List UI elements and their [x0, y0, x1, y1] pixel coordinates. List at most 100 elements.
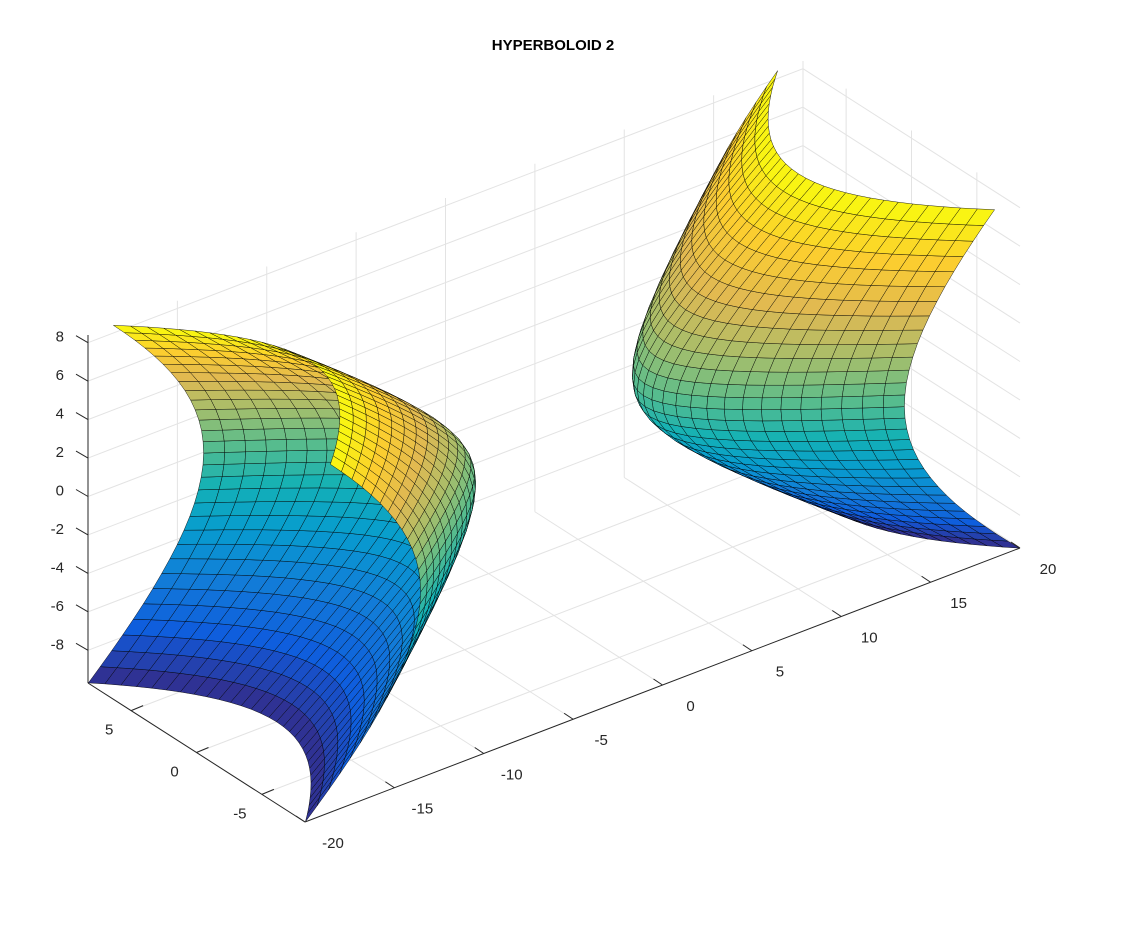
- x-tick-label: 20: [1040, 561, 1057, 578]
- surface-patch: [823, 430, 849, 442]
- surface-patch: [690, 394, 709, 409]
- surface-patch: [675, 405, 693, 419]
- surface-patch: [330, 455, 345, 473]
- surface-patch: [800, 408, 823, 421]
- surface-patch: [862, 383, 886, 397]
- surface-patch: [842, 419, 866, 431]
- surface-patch: [742, 384, 766, 399]
- z-tick: [75, 450, 89, 459]
- surface-patch: [222, 429, 246, 442]
- surface-patch: [862, 418, 887, 431]
- surface-patch: [198, 476, 223, 491]
- chart-title: HYPERBOLOID 2: [492, 37, 615, 54]
- surface-patch: [265, 450, 288, 464]
- surface-patch: [841, 407, 864, 421]
- surface-patch: [883, 382, 907, 396]
- surface-patch: [244, 451, 267, 464]
- surface-patch: [885, 428, 910, 441]
- surface-patch: [867, 439, 894, 451]
- surface-patch: [218, 475, 244, 490]
- surface-patch: [706, 396, 726, 410]
- surface-patch: [286, 438, 308, 452]
- surface-patch: [781, 384, 804, 398]
- surface-patch: [887, 356, 914, 371]
- z-tick-label: 4: [56, 406, 64, 423]
- y-tick-label: -5: [233, 805, 246, 822]
- y-tick: [196, 747, 209, 753]
- surface-patch: [841, 383, 865, 397]
- grid-line: [261, 519, 978, 795]
- surface-patch: [800, 396, 822, 410]
- surface-patch: [304, 427, 327, 440]
- x-tick-label: -15: [412, 801, 434, 818]
- surface-patch: [279, 474, 305, 489]
- z-tick: [75, 412, 89, 421]
- x-tick-label: -20: [322, 835, 344, 852]
- surface-patch: [885, 369, 910, 384]
- surface-patch: [265, 439, 288, 452]
- x-tick: [831, 610, 842, 617]
- surface-patch: [263, 428, 287, 441]
- surface-patch: [823, 371, 848, 386]
- surface-patch: [259, 474, 285, 489]
- z-tick: [75, 642, 89, 651]
- surface-patch: [221, 463, 246, 477]
- surface-patch: [200, 464, 225, 478]
- surface-patch: [260, 418, 285, 430]
- surface-patch: [820, 396, 843, 410]
- surface-patch: [725, 420, 747, 432]
- surface-patch: [843, 370, 868, 385]
- surface-patch: [883, 417, 908, 430]
- z-tick: [75, 565, 89, 574]
- surface-patch: [690, 406, 709, 420]
- surface-patch: [198, 419, 223, 431]
- surface-patch: [784, 431, 809, 442]
- y-tick-label: 5: [105, 722, 113, 739]
- surface-patch: [194, 409, 221, 421]
- surface-patch: [888, 439, 914, 451]
- surface-patch: [280, 417, 305, 429]
- surface-patch: [780, 409, 802, 422]
- x-tick: [385, 781, 395, 789]
- surface-patch: [803, 430, 829, 442]
- surface-patch: [202, 440, 225, 454]
- x-tick: [742, 644, 753, 652]
- surface-patch: [306, 438, 328, 451]
- y-tick: [130, 705, 144, 712]
- surface-patch: [761, 397, 782, 410]
- x-tick-label: 15: [950, 595, 967, 612]
- z-tick: [75, 527, 89, 536]
- surface-patch: [202, 452, 225, 466]
- x-tick: [653, 678, 663, 686]
- x-tick-label: 5: [776, 664, 784, 681]
- surface-patch: [864, 370, 889, 385]
- surface: [87, 70, 1020, 823]
- z-tick: [75, 489, 89, 497]
- surface-patch: [243, 428, 267, 441]
- surface-patch: [201, 429, 225, 442]
- surface-patch: [223, 440, 246, 453]
- surface-patch: [240, 418, 265, 430]
- surface-patch: [965, 208, 996, 226]
- surface-patch: [743, 420, 766, 432]
- grid-line: [87, 68, 804, 344]
- surface-patch: [821, 419, 845, 432]
- surface-patch: [780, 397, 802, 410]
- surface-patch: [781, 420, 805, 432]
- surface-patch: [244, 439, 267, 453]
- surface-patch: [723, 408, 744, 421]
- surface-patch: [862, 407, 885, 420]
- x-tick-label: 10: [861, 629, 878, 646]
- surface-patch: [801, 384, 824, 398]
- z-tick-label: 8: [56, 329, 64, 346]
- surface-patch: [283, 462, 307, 476]
- surface-patch: [242, 462, 266, 477]
- x-tick: [474, 747, 485, 754]
- z-tick-label: -6: [51, 598, 64, 615]
- surface-patch: [883, 394, 906, 408]
- z-tick: [75, 335, 89, 344]
- surface-patch: [706, 408, 726, 421]
